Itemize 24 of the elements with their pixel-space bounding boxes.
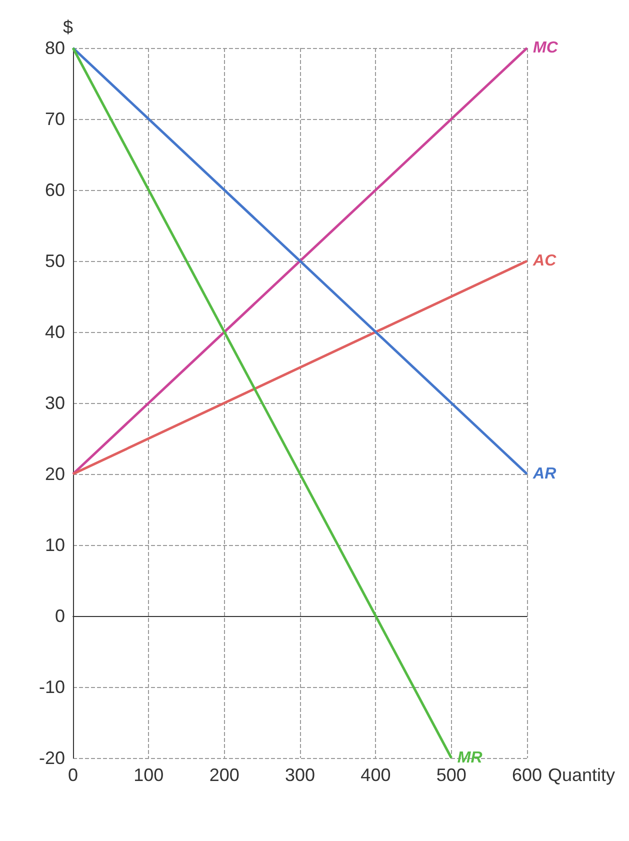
- y-tick-label: -10: [38, 677, 65, 697]
- y-tick-label: 30: [44, 393, 65, 413]
- series-label: MC: [533, 40, 558, 56]
- series-label: MR: [457, 750, 483, 766]
- series-label: AR: [532, 466, 557, 482]
- y-tick-label: 60: [44, 180, 65, 200]
- y-tick-label: 10: [44, 535, 65, 555]
- y-tick-label: 20: [44, 464, 65, 484]
- y-tick-label: 70: [44, 109, 65, 129]
- y-tick-label: 40: [44, 322, 65, 342]
- x-axis-title: Quantity: [548, 765, 615, 785]
- y-tick-label: 0: [54, 606, 65, 626]
- x-tick-label: 0: [68, 765, 78, 785]
- x-tick-label: 100: [134, 765, 164, 785]
- y-tick-label: 50: [44, 251, 65, 271]
- x-tick-label: 200: [209, 765, 240, 785]
- x-tick-label: 300: [285, 765, 316, 785]
- y-tick-label: 80: [44, 38, 65, 58]
- x-tick-label: 400: [360, 765, 391, 785]
- y-axis-title: $: [62, 17, 73, 37]
- series-label: AC: [532, 252, 557, 270]
- y-tick-label: -20: [38, 748, 65, 768]
- x-tick-label: 600: [512, 765, 542, 785]
- x-tick-label: 500: [436, 765, 466, 785]
